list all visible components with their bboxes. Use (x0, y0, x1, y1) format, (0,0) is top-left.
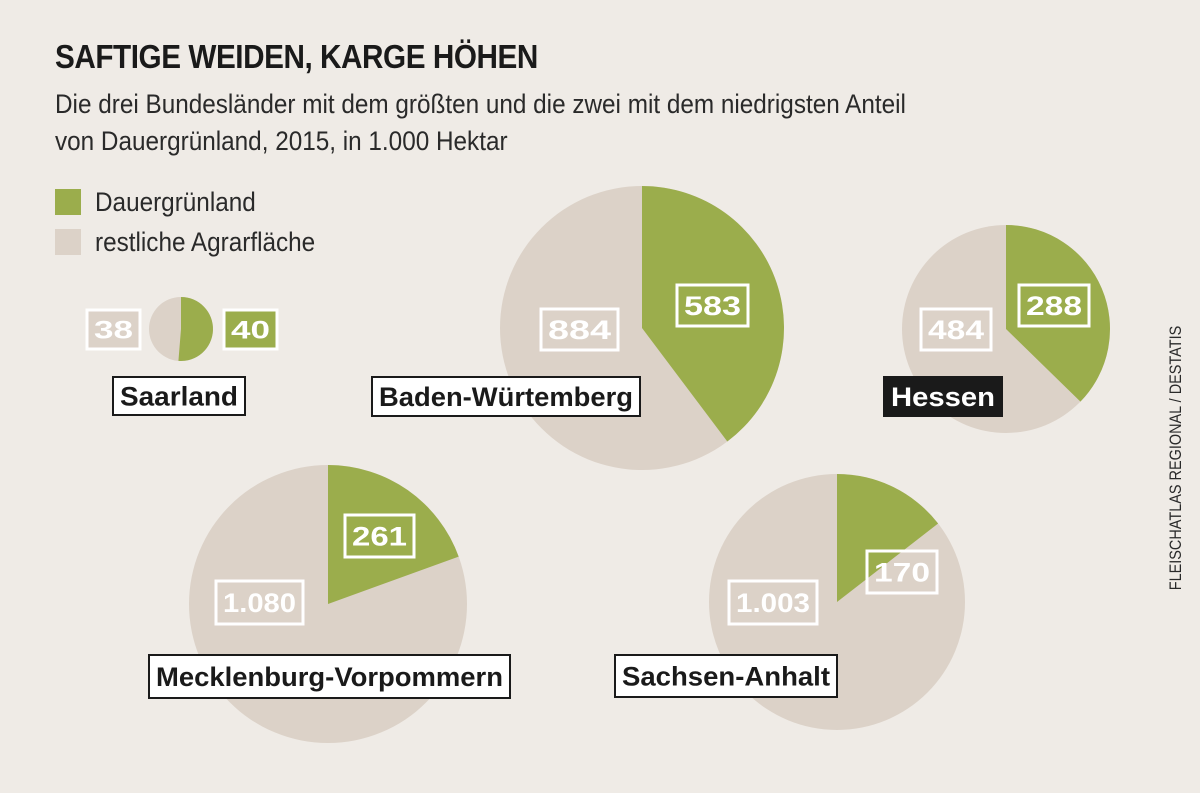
legend-item-dauergruenland: Dauergrünland (55, 186, 340, 218)
value-label-restliche-hessen-text: 484 (928, 315, 984, 345)
legend-label-dauergruenland: Dauergrünland (95, 186, 256, 217)
state-label-hessen-text: Hessen (891, 382, 995, 412)
value-label-dauergruenland-sachsen-anhalt: 170 (865, 549, 939, 595)
state-label-saarland-text: Saarland (120, 382, 238, 412)
value-label-dauergruenland-sachsen-anhalt-box (865, 549, 939, 595)
pie-saarland: 38 40 Saarland (85, 297, 279, 416)
value-label-dauergruenland-mecklenburg-vorpommern-text: 261 (352, 522, 407, 552)
value-label-dauergruenland-mecklenburg-vorpommern: 261 (343, 513, 416, 559)
chart-subtitle: Die drei Bundesländer mit dem größten un… (55, 86, 1045, 160)
source-credit: FLEISCHATLAS REGIONAL / DESTATIS (1166, 325, 1185, 591)
value-label-dauergruenland-saarland-box (222, 308, 279, 351)
value-label-restliche-hessen-box (919, 307, 993, 352)
value-label-dauergruenland-mecklenburg-vorpommern-box (343, 513, 416, 559)
value-label-dauergruenland-saarland-text: 40 (231, 317, 270, 345)
pie-hessen: 484 288 Hessen (883, 225, 1110, 433)
value-label-restliche-mecklenburg-vorpommern-text: 1.080 (223, 588, 296, 618)
state-label-baden-wuertemberg-box (371, 376, 641, 417)
value-label-restliche-mecklenburg-vorpommern-box (214, 579, 305, 626)
value-label-restliche-saarland: 38 (85, 308, 142, 351)
state-label-sachsen-anhalt: Sachsen-Anhalt (614, 654, 838, 698)
state-label-saarland-box (112, 376, 246, 416)
slice-dauergruenland-hessen (1006, 225, 1110, 402)
state-label-sachsen-anhalt-text: Sachsen-Anhalt (622, 662, 830, 692)
value-label-restliche-sachsen-anhalt-box (727, 579, 819, 626)
value-label-restliche-sachsen-anhalt: 1.003 (727, 579, 819, 626)
slice-dauergruenland-sachsen-anhalt (837, 474, 939, 602)
slice-dauergruenland-mecklenburg-vorpommern (328, 465, 459, 604)
chart-title: SAFTIGE WEIDEN, KARGE HÖHEN (55, 38, 538, 75)
value-label-restliche-hessen: 484 (919, 307, 993, 352)
legend-swatch-green (55, 189, 81, 215)
state-label-baden-wuertemberg-text: Baden-Würtemberg (379, 382, 633, 412)
value-label-dauergruenland-hessen: 288 (1017, 283, 1091, 328)
value-label-restliche-baden-wuertemberg-box (539, 307, 620, 352)
subtitle-line-2: von Dauergrünland, 2015, in 1.000 Hektar (55, 126, 508, 156)
state-label-hessen: Hessen (883, 376, 1003, 417)
pie-sachsen-anhalt: 1.003 170 Sachsen-Anhalt (614, 474, 965, 730)
state-label-baden-wuertemberg: Baden-Würtemberg (371, 376, 641, 417)
legend-label-restliche: restliche Agrarfläche (95, 226, 316, 257)
state-label-hessen-box (883, 376, 1003, 417)
slice-dauergruenland-baden-wuertemberg (642, 186, 784, 442)
state-label-mecklenburg-vorpommern-box (148, 654, 511, 699)
value-label-restliche-saarland-box (85, 308, 142, 351)
pie-baden-wuertemberg: 884 583 Baden-Würtemberg (371, 186, 784, 470)
legend-swatch-beige (55, 229, 81, 255)
value-label-dauergruenland-baden-wuertemberg: 583 (675, 283, 750, 328)
value-label-restliche-mecklenburg-vorpommern: 1.080 (214, 579, 305, 626)
slice-dauergruenland-saarland (178, 297, 213, 361)
value-label-restliche-baden-wuertemberg: 884 (539, 307, 620, 352)
value-label-dauergruenland-sachsen-anhalt-text: 170 (874, 558, 930, 588)
legend: Dauergrünland restliche Agrarfläche (55, 186, 340, 266)
subtitle-line-1: Die drei Bundesländer mit dem größten un… (55, 89, 906, 119)
value-label-dauergruenland-baden-wuertemberg-text: 583 (684, 291, 741, 321)
value-label-dauergruenland-saarland: 40 (222, 308, 279, 351)
pie-mecklenburg-vorpommern: 1.080 261 Mecklenburg-Vorpommern (148, 465, 511, 743)
value-label-dauergruenland-baden-wuertemberg-box (675, 283, 750, 328)
state-label-saarland: Saarland (112, 376, 246, 416)
state-label-mecklenburg-vorpommern: Mecklenburg-Vorpommern (148, 654, 511, 699)
value-label-dauergruenland-hessen-text: 288 (1026, 291, 1082, 321)
value-label-restliche-baden-wuertemberg-text: 884 (548, 315, 611, 345)
value-label-dauergruenland-hessen-box (1017, 283, 1091, 328)
legend-item-restliche: restliche Agrarfläche (55, 226, 340, 258)
value-label-restliche-saarland-text: 38 (94, 317, 133, 345)
value-label-restliche-sachsen-anhalt-text: 1.003 (736, 588, 810, 618)
state-label-sachsen-anhalt-box (614, 654, 838, 698)
state-label-mecklenburg-vorpommern-text: Mecklenburg-Vorpommern (156, 662, 503, 692)
